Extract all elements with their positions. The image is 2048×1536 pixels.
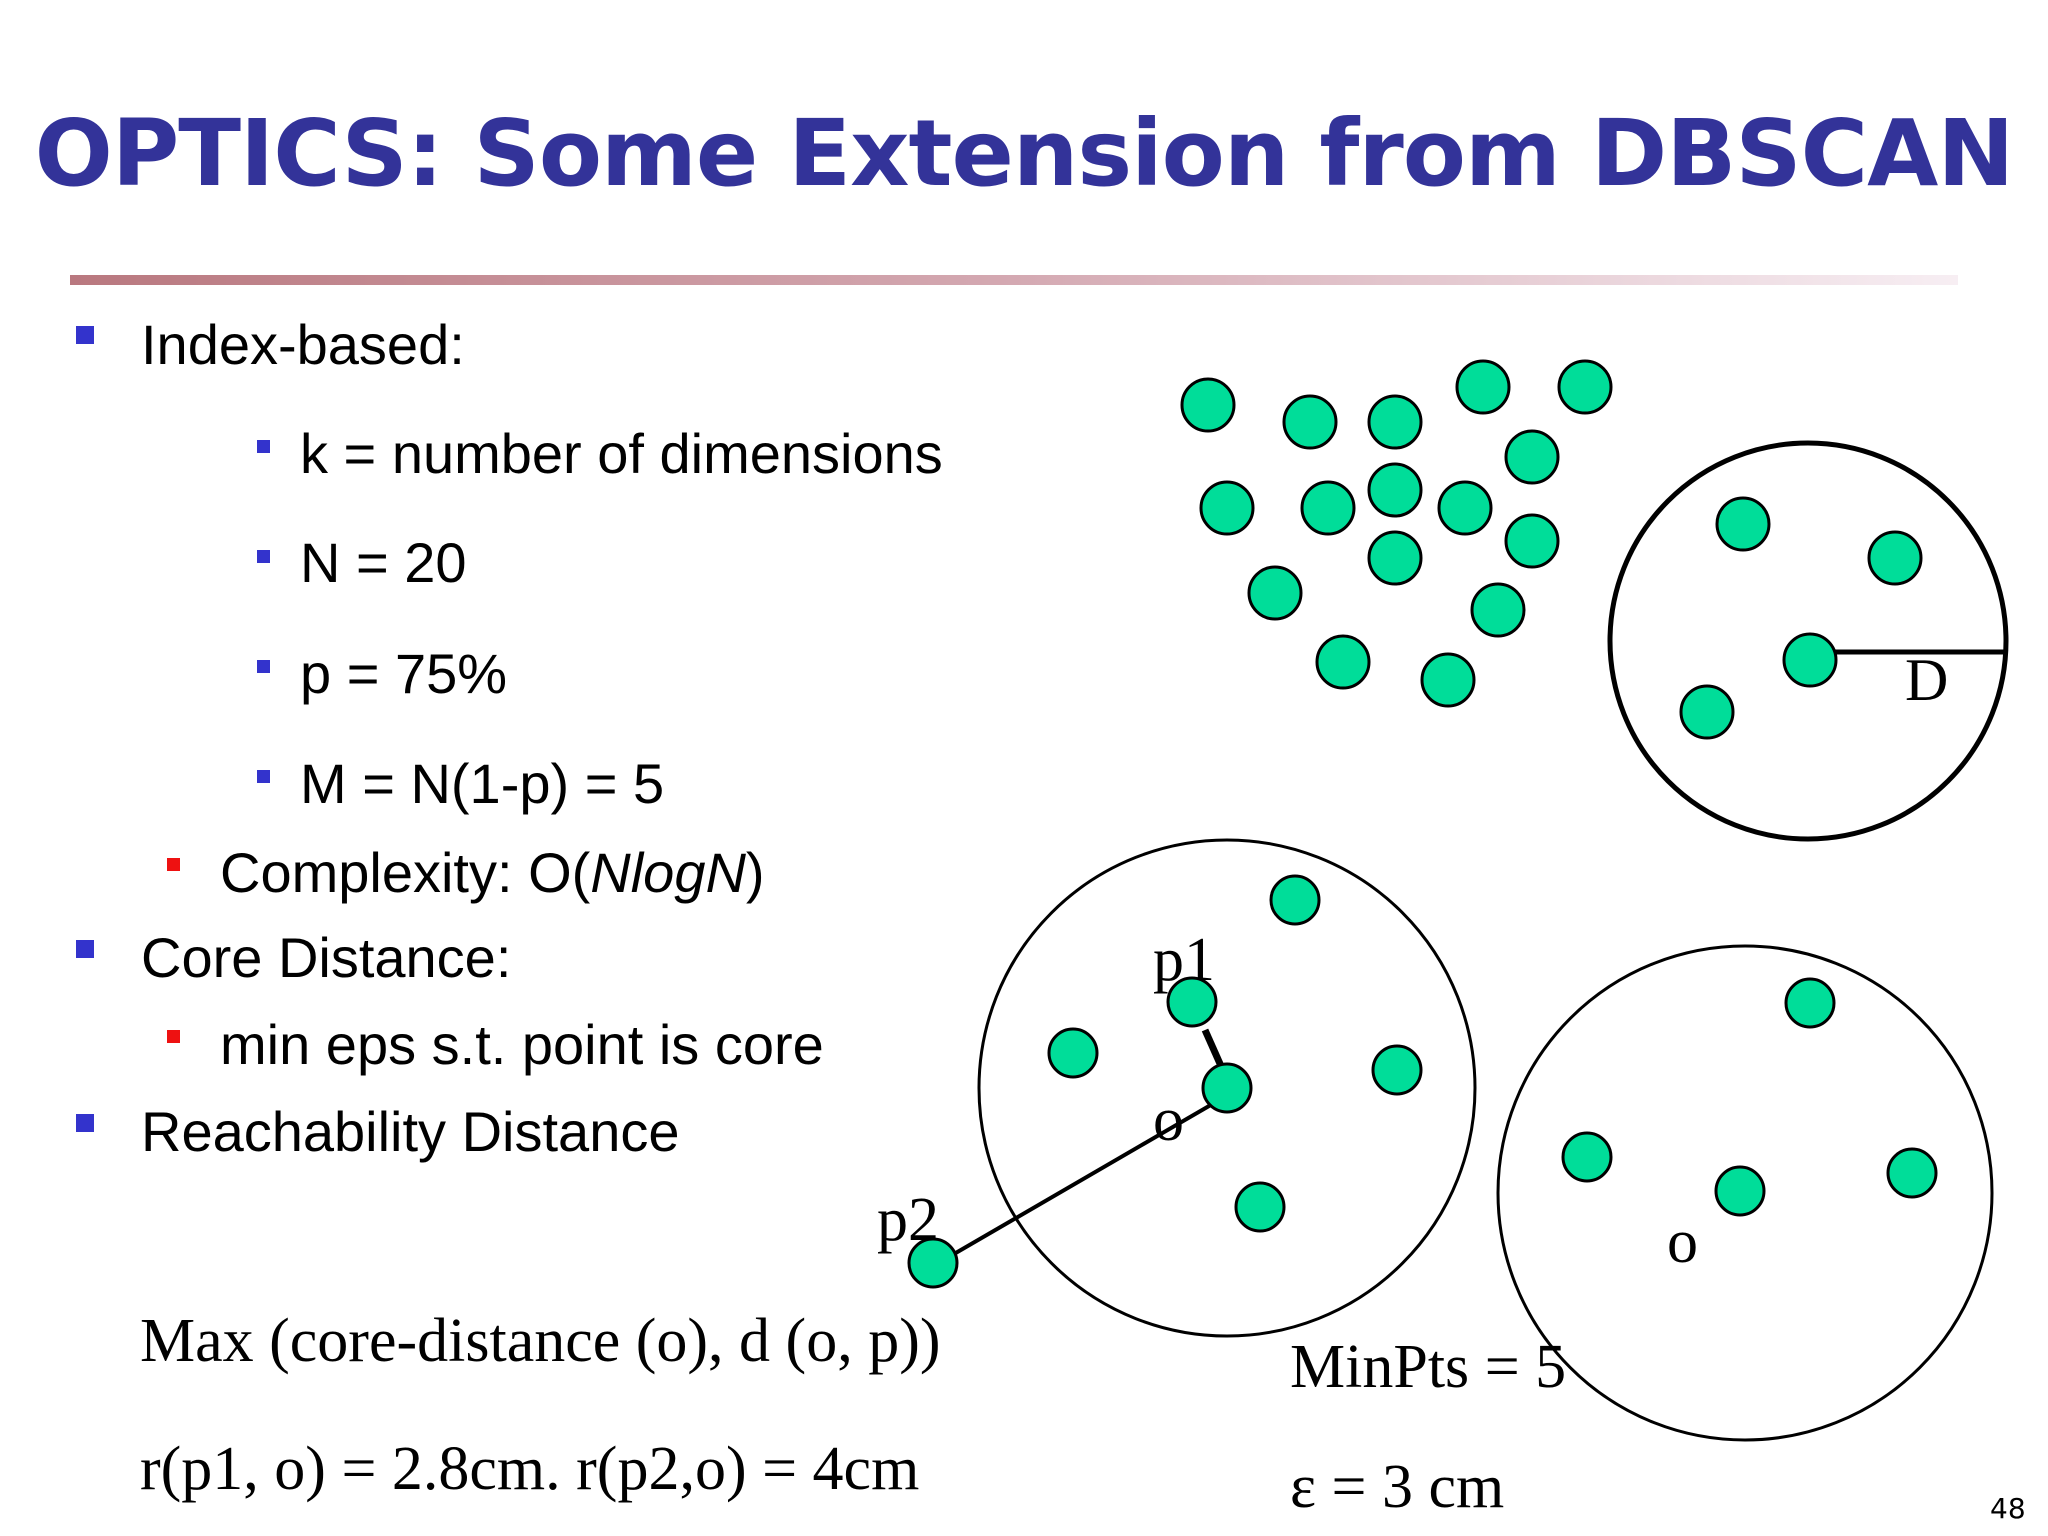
data-point (1367, 530, 1423, 586)
complexity-suffix: ) (745, 841, 765, 904)
data-point (1714, 1165, 1766, 1217)
bullet-marker (76, 940, 94, 958)
bullet-complexity: Complexity: O(NlogN) (220, 845, 765, 901)
radius-d-circle (1607, 440, 2009, 842)
data-point-p1 (1166, 976, 1218, 1028)
data-point (1782, 632, 1838, 688)
p2-o-line (933, 1093, 1230, 1267)
data-point (1679, 684, 1735, 740)
data-point (1437, 480, 1493, 536)
reach-neighbourhood-circle (1496, 944, 1994, 1442)
data-point (1470, 582, 1526, 638)
data-point (1371, 1044, 1423, 1096)
data-point (1247, 565, 1303, 621)
data-point (1504, 429, 1560, 485)
slide-title: OPTICS: Some Extension from DBSCAN (34, 100, 2015, 207)
formula-minpts: MinPts = 5 (1290, 1333, 1567, 1401)
label-o-right: o (1667, 1208, 1698, 1276)
data-point (1455, 359, 1511, 415)
complexity-italic: NlogN (590, 841, 746, 904)
bullet-core-def: min eps s.t. point is core (220, 1013, 824, 1076)
bullet-marker (167, 858, 180, 871)
complexity-prefix: Complexity: O( (220, 841, 591, 904)
data-point (1269, 874, 1321, 926)
data-point (1234, 1181, 1286, 1233)
bullet-m: M = N(1-p) = 5 (300, 752, 665, 815)
data-point (1180, 377, 1236, 433)
core-neighbourhood-circle (977, 838, 1477, 1338)
data-point (1047, 1027, 1099, 1079)
page-number: 48 (1990, 1492, 2026, 1525)
formula-eps: ε = 3 cm (1290, 1453, 1505, 1521)
data-point-o (1201, 1062, 1253, 1114)
title-divider (70, 275, 1958, 285)
bullet-n: N = 20 (300, 531, 467, 594)
data-point (1784, 977, 1836, 1029)
bullet-marker (76, 1114, 94, 1132)
data-point (1367, 462, 1423, 518)
data-point (1557, 359, 1613, 415)
label-o-left: o (1153, 1086, 1184, 1154)
bullet-marker (257, 440, 270, 453)
bullet-k: k = number of dimensions (300, 422, 943, 485)
formula-max: Max (core-distance (o), d (o, p)) (140, 1307, 941, 1375)
formula-r-values: r(p1, o) = 2.8cm. r(p2,o) = 4cm (140, 1435, 920, 1503)
bullet-marker (257, 660, 270, 673)
bullet-reachability: Reachability Distance (141, 1100, 680, 1163)
data-point (1315, 634, 1371, 690)
data-point (1867, 530, 1923, 586)
data-point (1199, 480, 1255, 536)
data-point (1300, 480, 1356, 536)
bullet-marker (167, 1030, 180, 1043)
data-point (1886, 1147, 1938, 1199)
data-point (1367, 394, 1423, 450)
data-point (1420, 652, 1476, 708)
bullet-core-distance: Core Distance: (141, 926, 512, 989)
bullet-marker (257, 550, 270, 563)
bullet-marker (257, 770, 270, 783)
bullet-marker (76, 326, 94, 344)
data-point-p2 (907, 1237, 959, 1289)
data-point (1561, 1131, 1613, 1183)
bullet-p: p = 75% (300, 642, 508, 705)
bullet-index-based: Index-based: (141, 313, 465, 376)
data-points (907, 359, 1938, 1289)
data-point (1504, 513, 1560, 569)
label-d: D (1905, 647, 1948, 713)
data-point (1282, 394, 1338, 450)
data-point (1715, 496, 1771, 552)
